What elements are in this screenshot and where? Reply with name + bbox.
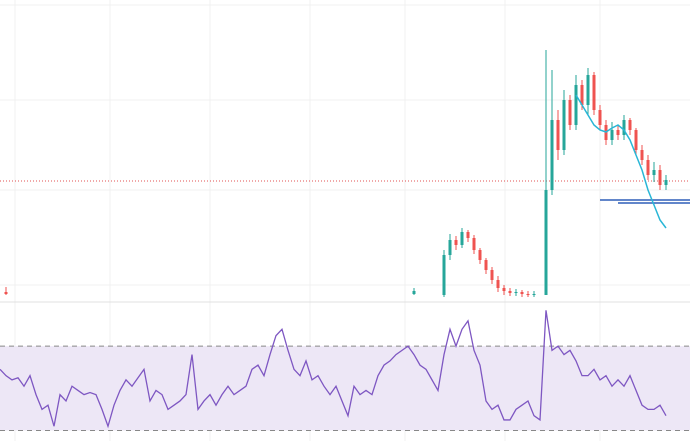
candle-body xyxy=(580,85,584,105)
candle-body xyxy=(628,120,632,130)
candle-body xyxy=(592,75,596,110)
candle-body xyxy=(496,280,500,288)
candle-body xyxy=(634,130,638,150)
candle-body xyxy=(514,292,518,293)
candle-body xyxy=(556,120,560,150)
candle-body xyxy=(454,240,458,245)
rsi-band xyxy=(0,346,690,431)
candle-body xyxy=(574,85,578,125)
candle-body xyxy=(550,120,554,190)
candle-body xyxy=(622,120,626,135)
candle-body xyxy=(526,294,530,295)
candle-body xyxy=(466,232,470,238)
candle-body xyxy=(544,190,548,295)
candle-body xyxy=(664,180,668,185)
candle-body xyxy=(412,291,416,294)
candle-body xyxy=(598,110,602,125)
candle-body xyxy=(478,250,482,260)
candle-body xyxy=(616,130,620,135)
candle-body xyxy=(562,100,566,150)
candle-body xyxy=(448,240,452,255)
candle-body xyxy=(460,232,464,245)
candle-body xyxy=(502,288,506,291)
candle-body xyxy=(484,260,488,270)
moving-average xyxy=(575,94,667,229)
candle-body xyxy=(652,170,656,175)
candle-body xyxy=(646,160,650,175)
candle-body xyxy=(568,100,572,125)
candle-body xyxy=(640,150,644,160)
candle-body xyxy=(532,294,536,295)
candle-body xyxy=(442,255,446,295)
candle-body xyxy=(610,130,614,140)
candle-body xyxy=(508,291,512,293)
candle-body xyxy=(490,270,494,280)
candle-body xyxy=(4,292,8,294)
candle-body xyxy=(520,292,524,294)
rsi-line xyxy=(0,310,667,429)
candle-body xyxy=(658,170,662,185)
candle-body xyxy=(472,238,476,250)
candle-body xyxy=(586,75,590,105)
